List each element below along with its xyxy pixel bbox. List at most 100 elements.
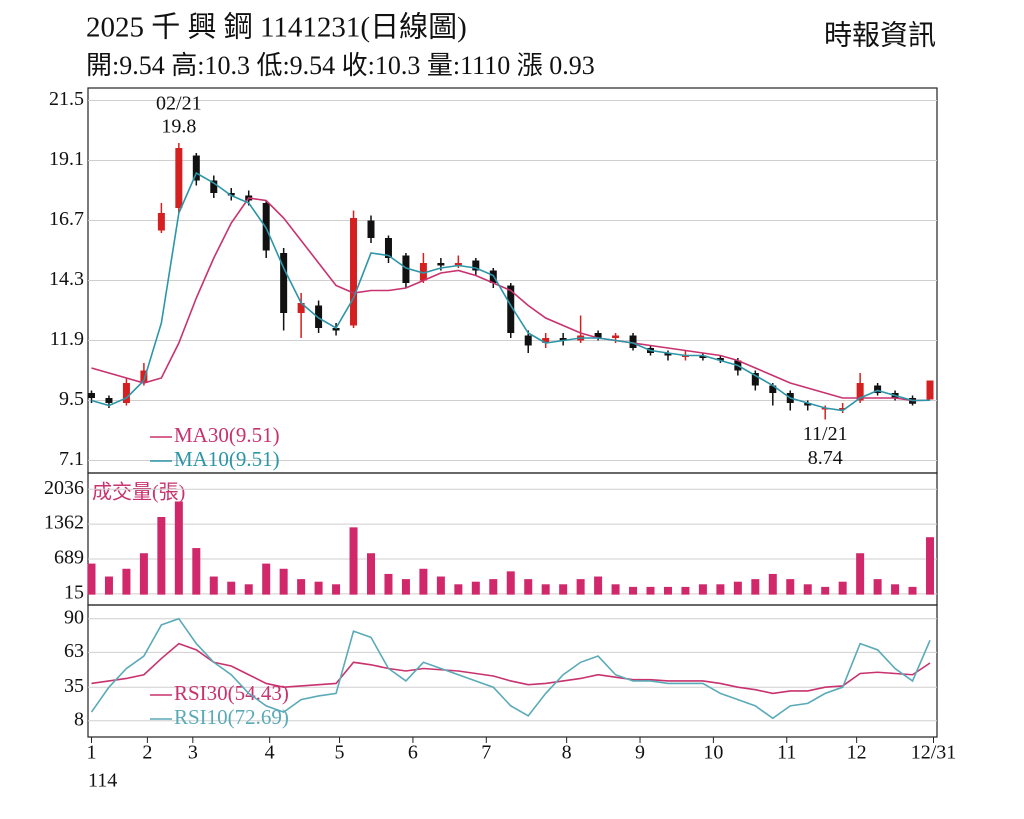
legend-label: RSI30(54.43) (174, 681, 289, 705)
x-tick-label: 10 (703, 742, 723, 764)
volume-bar (821, 586, 830, 595)
volume-bar (576, 579, 585, 595)
candle-body (524, 335, 532, 346)
candle-body (384, 238, 392, 258)
volume-bar (174, 501, 183, 595)
x-tick-label: 5 (335, 742, 345, 764)
volume-bar (768, 573, 777, 595)
candle-body (367, 220, 375, 238)
y-tick-label: 14.3 (49, 268, 84, 290)
candle-body (594, 333, 602, 338)
volume-bar (629, 586, 638, 595)
y-tick-label: 15 (64, 581, 84, 603)
volume-bar (594, 576, 603, 595)
volume-bar (786, 579, 795, 595)
series-line (91, 197, 931, 402)
candle-body (402, 255, 410, 283)
y-tick-label: 8 (74, 708, 84, 730)
candle-body (664, 353, 672, 356)
y-tick-label: 11.9 (50, 328, 84, 350)
series-line (91, 171, 931, 412)
volume-bar (262, 563, 271, 595)
x-year-label: 114 (88, 770, 117, 792)
volume-bar (157, 517, 166, 595)
volume-bar (87, 563, 96, 595)
volume-bar (454, 584, 463, 595)
legend-label: MA30(9.51) (174, 423, 280, 447)
candle-body (699, 355, 707, 358)
series-line (91, 642, 931, 695)
volume-bar (838, 581, 847, 595)
candle-body (419, 263, 427, 281)
x-tick-label: 4 (265, 742, 275, 764)
y-tick-label: 21.5 (49, 88, 84, 110)
chart-subtitle: 開:9.54 高:10.3 低:9.54 收:10.3 量:1110 漲 0.9… (86, 51, 595, 80)
candle-body (804, 403, 812, 406)
volume-bar (908, 586, 917, 595)
candle-body (612, 335, 620, 338)
x-tick-label: 7 (481, 742, 491, 764)
volume-bar (401, 579, 410, 595)
volume-bar (436, 576, 445, 595)
annotation-value: 19.8 (161, 116, 196, 138)
volume-bar (489, 579, 498, 595)
x-tick-label: 3 (188, 742, 198, 764)
volume-bar (192, 548, 201, 595)
volume-bar (681, 586, 690, 595)
candle-body (542, 338, 550, 343)
candle-body (227, 193, 235, 196)
y-tick-label: 1362 (44, 512, 84, 534)
candle-body (437, 263, 445, 266)
chart-title: 2025 千 興 鋼 1141231(日線圖) (86, 11, 467, 44)
volume-bar (698, 584, 707, 595)
annotation-value: 8.74 (808, 447, 843, 469)
volume-bar (367, 553, 375, 595)
candle-body (87, 393, 95, 398)
x-tick-label: 6 (408, 742, 418, 764)
x-tick-label: 1 (86, 742, 96, 764)
series-line (90, 617, 931, 720)
candle-body (769, 385, 777, 393)
candle-body (157, 213, 165, 231)
y-tick-label: 2036 (44, 477, 84, 499)
candle-body (454, 263, 462, 266)
y-tick-label: 35 (64, 675, 84, 697)
x-tick-label: 9 (635, 742, 645, 764)
volume-bar (314, 581, 323, 595)
volume-bar (716, 584, 725, 595)
candle-body (926, 380, 934, 400)
candle-body (192, 155, 200, 181)
candle-body (297, 303, 305, 313)
volume-bar (751, 579, 760, 595)
volume-bar (646, 586, 655, 595)
volume-bar (139, 553, 148, 595)
candle-body (280, 253, 288, 313)
candle-body (507, 285, 515, 333)
annotation-date: 02/21 (156, 93, 202, 115)
volume-bar (506, 571, 515, 595)
volume-bar (471, 581, 480, 595)
volume-bar (541, 584, 550, 595)
candle-body (175, 148, 183, 208)
volume-bar (733, 581, 742, 595)
volume-bar (227, 581, 236, 595)
volume-bar (873, 579, 882, 595)
volume-bar (104, 576, 113, 595)
candle-body (716, 358, 724, 361)
volume-label: 成交量(張) (92, 481, 185, 504)
candle-body (751, 373, 759, 386)
x-tick-label: 12 (847, 742, 867, 764)
volume-bar (384, 573, 393, 595)
legend-label: RSI10(72.69) (174, 705, 289, 729)
volume-bar (663, 586, 672, 595)
y-tick-label: 9.5 (59, 388, 84, 410)
y-tick-label: 90 (64, 606, 84, 628)
volume-bar (297, 579, 306, 595)
volume-bar (611, 584, 620, 595)
volume-bar (332, 584, 341, 595)
volume-bar (419, 568, 428, 595)
y-tick-label: 689 (54, 547, 84, 569)
volume-bar (524, 579, 533, 595)
candle-body (350, 218, 358, 326)
